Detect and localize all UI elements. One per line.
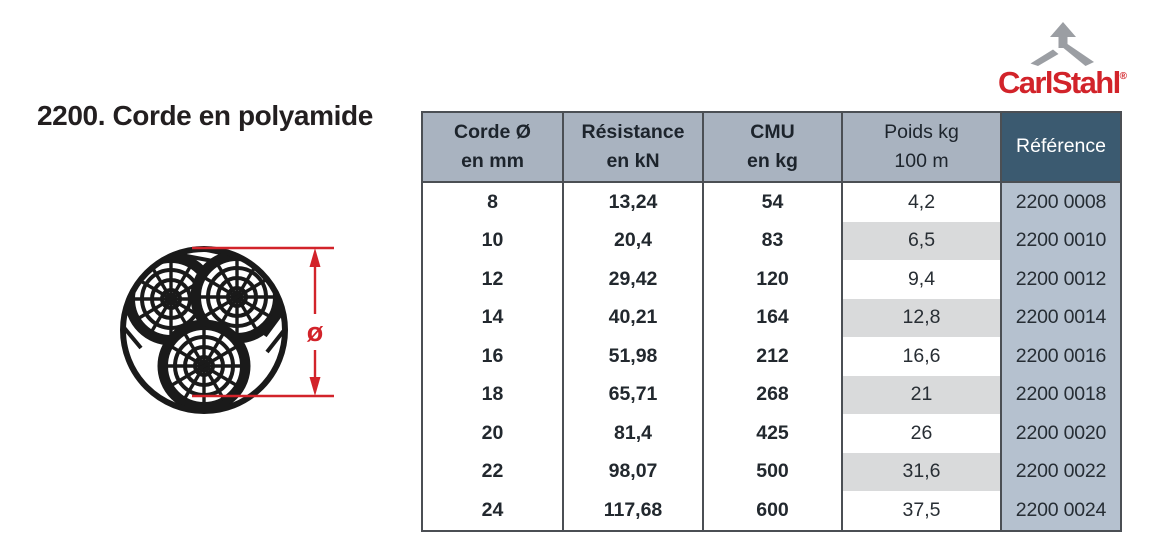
table-cell: 268	[702, 375, 841, 414]
table-cell: 600	[702, 491, 841, 530]
table-cell: 13,24	[562, 183, 702, 222]
table-header-row: Corde Ø en mm Résistance en kN CMU en kg…	[423, 113, 1120, 183]
table-cell: 2200 0018	[1000, 375, 1120, 414]
table-cell: 54	[702, 183, 841, 222]
table-cell: 2200 0020	[1000, 414, 1120, 453]
brand-name: CarlStahl®	[997, 65, 1128, 100]
table-body: 8 13,24 54 4,2 2200 0008 10 20,4 83 6,5 2200 0010…	[423, 183, 1120, 530]
table-cell: 20,4	[562, 221, 702, 260]
table-cell: 4,2	[841, 183, 1000, 222]
table-cell: 2200 0024	[1000, 491, 1120, 530]
table-row: 22 98,07 500 31,6 2200 0022	[423, 452, 1120, 491]
table-row: 16 51,98 212 16,6 2200 0016	[423, 337, 1120, 376]
table-cell: 2200 0010	[1000, 221, 1120, 260]
table-cell: 24	[481, 498, 504, 521]
diameter-symbol: ø	[307, 317, 324, 347]
table-cell: 2200 0012	[1000, 260, 1120, 299]
rope-strand	[157, 319, 251, 410]
table-cell: 117,68	[562, 491, 702, 530]
table-row: 10 20,4 83 6,5 2200 0010	[423, 221, 1120, 260]
table-cell: 8	[487, 190, 498, 213]
table-row: 12 29,42 120 9,4 2200 0012	[423, 260, 1120, 299]
table-cell: 10	[481, 229, 504, 251]
table-cell: 425	[702, 414, 841, 453]
table-cell: 2200 0008	[1000, 183, 1120, 222]
table-cell: 20	[481, 421, 504, 444]
spec-table: Corde Ø en mm Résistance en kN CMU en kg…	[421, 111, 1122, 532]
rope-cross-section-figure: ø	[120, 246, 334, 414]
table-cell: 81,4	[562, 414, 702, 453]
column-header-reference: Référence	[1000, 113, 1120, 181]
table-row: 14 40,21 164 12,8 2200 0014	[423, 298, 1120, 337]
table-cell: 14	[481, 306, 504, 328]
table-cell: 83	[702, 221, 841, 260]
table-row: 20 81,4 425 26 2200 0020	[423, 414, 1120, 453]
column-header-resistance: Résistance en kN	[562, 113, 702, 181]
table-row: 18 65,71 268 21 2200 0018	[423, 375, 1120, 414]
table-cell: 65,71	[562, 375, 702, 414]
table-cell: 212	[702, 337, 841, 376]
table-cell: 31,6	[841, 452, 1000, 491]
table-row: 24 117,68 600 37,5 2200 0024	[423, 491, 1120, 530]
brand-logo: CarlStahl®	[990, 22, 1135, 98]
table-cell: 500	[702, 452, 841, 491]
column-header-poids: Poids kg 100 m	[841, 113, 1000, 181]
table-cell: 164	[702, 298, 841, 337]
registered-mark: ®	[1119, 71, 1128, 82]
table-cell: 2200 0014	[1000, 298, 1120, 337]
table-cell: 120	[702, 260, 841, 299]
table-cell: 18	[481, 383, 504, 405]
table-cell: 22	[481, 460, 504, 482]
table-cell: 37,5	[841, 491, 1000, 530]
column-header-corde: Corde Ø en mm	[454, 121, 531, 172]
arrow-icon	[1030, 22, 1094, 66]
table-cell: 51,98	[562, 337, 702, 376]
table-cell: 26	[841, 414, 1000, 453]
table-cell: 2200 0016	[1000, 337, 1120, 376]
column-header-cmu: CMU en kg	[702, 113, 841, 181]
table-cell: 40,21	[562, 298, 702, 337]
page-title: 2200. Corde en polyamide	[37, 100, 373, 131]
table-cell: 29,42	[562, 260, 702, 299]
table-cell: 2200 0022	[1000, 452, 1120, 491]
table-cell: 6,5	[841, 221, 1000, 260]
table-cell: 16,6	[841, 337, 1000, 376]
table-cell: 21	[841, 375, 1000, 414]
table-cell: 12,8	[841, 298, 1000, 337]
table-row: 8 13,24 54 4,2 2200 0008	[423, 183, 1120, 222]
diameter-dimension	[192, 246, 334, 398]
table-cell: 12	[481, 267, 504, 290]
table-cell: 98,07	[562, 452, 702, 491]
table-cell: 9,4	[841, 260, 1000, 299]
table-cell: 16	[481, 344, 504, 367]
